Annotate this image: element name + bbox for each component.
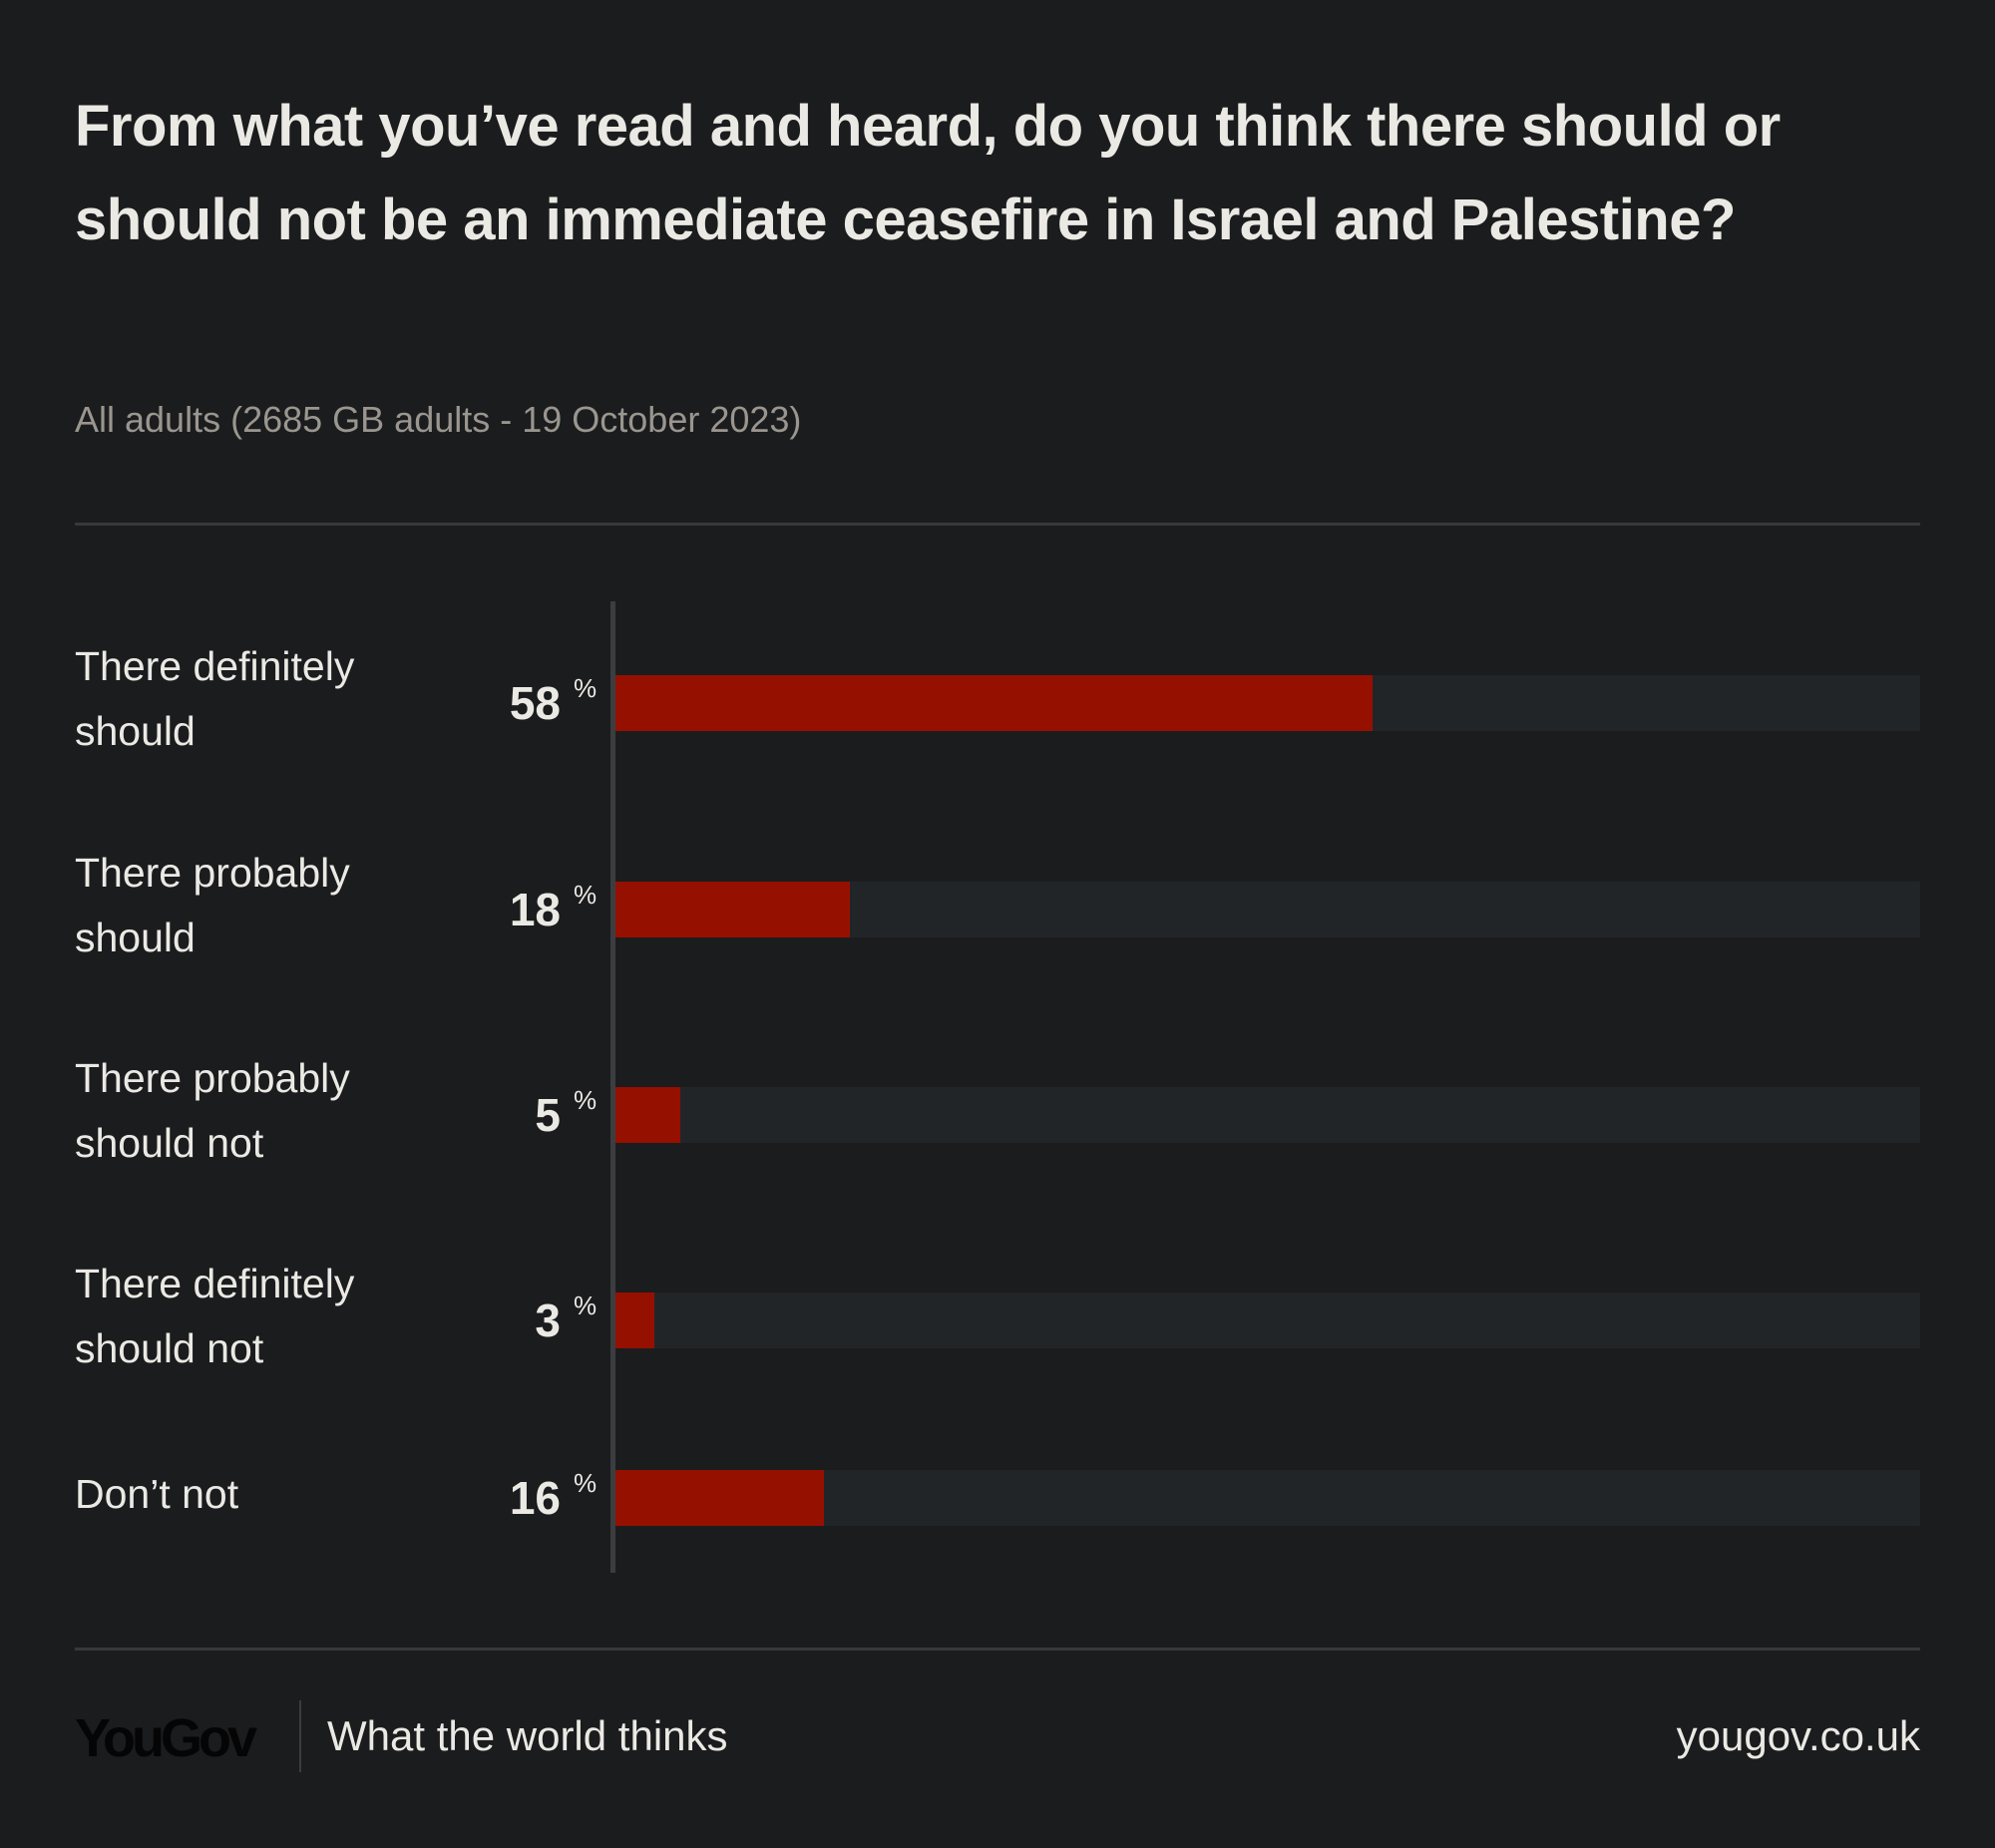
bar: [615, 1470, 825, 1526]
bar: [615, 882, 851, 937]
value-label: 16: [509, 1472, 561, 1524]
bar: [615, 675, 1373, 731]
chart-title: From what you’ve read and heard, do you …: [75, 94, 1781, 252]
category-label: There definitely should not: [75, 1261, 355, 1371]
y-axis-line: [610, 601, 615, 1573]
percent-sign: %: [574, 1085, 598, 1115]
bar: [615, 1293, 655, 1348]
value-label: 5: [535, 1089, 561, 1141]
percent-sign: %: [574, 673, 598, 703]
percent-sign: %: [574, 1468, 598, 1498]
category-label: There probably should not: [75, 1055, 350, 1166]
percent-sign: %: [574, 1291, 598, 1320]
bar-track: [615, 1470, 1920, 1526]
bottom-divider: [75, 1648, 1920, 1651]
footer-site-link[interactable]: yougov.co.uk: [1676, 1712, 1920, 1759]
category-label: Don’t not: [75, 1470, 239, 1517]
bar-track: [615, 675, 1920, 731]
value-label: 58: [509, 677, 561, 729]
bar-track: [615, 1087, 1920, 1143]
footer-tagline: What the world thinks: [327, 1712, 728, 1759]
chart-subtitle: All adults (2685 GB adults - 19 October …: [75, 399, 802, 440]
value-label: 18: [509, 884, 561, 935]
category-label: There probably should: [75, 850, 350, 960]
value-label: 3: [535, 1294, 561, 1346]
percent-sign: %: [574, 880, 598, 910]
yougov-logo: YouGov: [75, 1708, 257, 1768]
top-divider: [75, 523, 1920, 526]
bar-track: [615, 882, 1920, 937]
category-label: There definitely should: [75, 643, 355, 754]
bar-track: [615, 1293, 1920, 1348]
bar: [615, 1087, 681, 1143]
footer-separator: [299, 1700, 301, 1772]
